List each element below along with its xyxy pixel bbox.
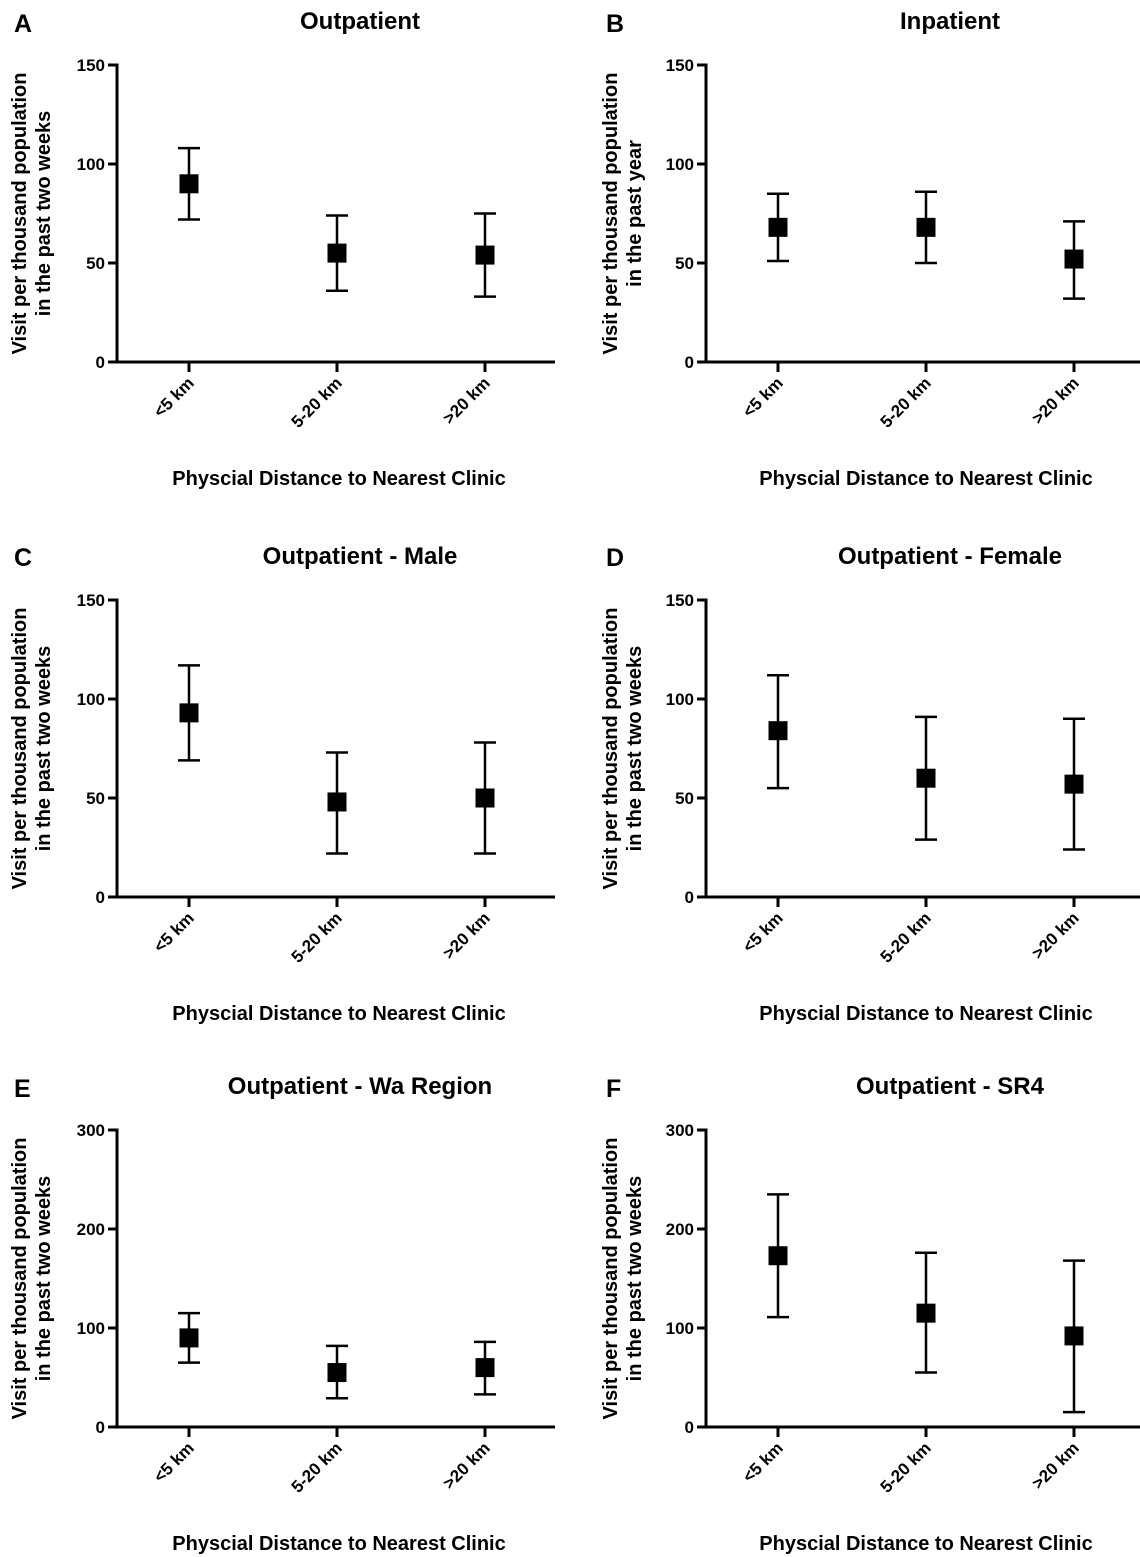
y-tick-label: 0 [685, 888, 694, 907]
data-point [327, 792, 347, 812]
y-tick-label: 0 [96, 1418, 105, 1437]
y-axis-label: in the past two weeks [624, 1176, 646, 1382]
y-tick-label: 200 [77, 1220, 105, 1239]
data-point [475, 1358, 495, 1378]
x-axis-label: Physcial Distance to Nearest Clinic [759, 468, 1092, 490]
y-axis-label: Visit per thousand population [600, 73, 622, 355]
x-tick-label: <5 km [739, 373, 787, 421]
y-axis-label: Visit per thousand population [9, 1138, 31, 1420]
panel-b: B Inpatient 0 50 100 150 <5 km 5-20 km >20 km Phy… [600, 8, 1140, 490]
x-tick-label: 5-20 km [877, 908, 935, 966]
y-tick-label: 100 [77, 155, 105, 174]
x-tick-label: >20 km [1028, 1438, 1083, 1493]
data-point [475, 788, 495, 808]
y-axis-label: in the past year [624, 140, 646, 287]
y-tick-label: 100 [77, 690, 105, 709]
panel-f: F Outpatient - SR4 0 100 200 300 <5 km 5-20 km >… [600, 1073, 1140, 1555]
data-point [1064, 1326, 1084, 1346]
y-axis-label: in the past two weeks [624, 646, 646, 852]
y-tick-label: 100 [666, 690, 694, 709]
data-point [327, 243, 347, 263]
y-axis-label: Visit per thousand population [600, 608, 622, 890]
y-axis-label: in the past two weeks [33, 111, 55, 317]
x-tick-label: <5 km [150, 908, 198, 956]
y-tick-label: 100 [666, 1319, 694, 1338]
x-tick-label: >20 km [1028, 908, 1083, 963]
chart-title: Outpatient - Male [263, 543, 458, 570]
data-point [327, 1363, 347, 1383]
panel-d: D Outpatient - Female 0 50 100 150 <5 km 5-20 k… [600, 543, 1140, 1025]
y-tick-label: 0 [685, 1418, 694, 1437]
y-tick-label: 100 [666, 155, 694, 174]
y-axis-label: Visit per thousand population [9, 608, 31, 890]
data-point [179, 174, 199, 194]
panel-letter: A [14, 10, 32, 38]
data-point [179, 1328, 199, 1348]
data-point [475, 245, 495, 265]
y-tick-label: 150 [666, 591, 694, 610]
x-tick-label: 5-20 km [877, 373, 935, 431]
y-tick-label: 150 [666, 56, 694, 75]
y-axis-label: in the past two weeks [33, 646, 55, 852]
chart-title: Outpatient [300, 8, 420, 35]
panel-letter: C [14, 544, 32, 572]
x-axis-label: Physcial Distance to Nearest Clinic [172, 1533, 505, 1555]
data-point [179, 703, 199, 723]
y-tick-label: 150 [77, 591, 105, 610]
x-axis-label: Physcial Distance to Nearest Clinic [172, 468, 505, 490]
panel-letter: F [606, 1075, 621, 1103]
x-tick-label: 5-20 km [288, 908, 346, 966]
y-tick-label: 50 [675, 254, 694, 273]
x-tick-label: 5-20 km [288, 373, 346, 431]
data-point [1064, 774, 1084, 794]
data-point [916, 768, 936, 788]
x-tick-label: >20 km [439, 908, 494, 963]
panel-letter: E [14, 1075, 31, 1103]
y-tick-label: 0 [96, 888, 105, 907]
panel-c: C Outpatient - Male 0 50 100 150 <5 km 5-20 km >… [9, 543, 555, 1025]
panel-letter: D [606, 544, 624, 572]
x-tick-label: >20 km [1028, 373, 1083, 428]
x-tick-label: <5 km [739, 908, 787, 956]
panel-e: E Outpatient - Wa Region 0 100 200 300 <5 km 5-… [9, 1073, 555, 1555]
chart-title: Outpatient - SR4 [856, 1073, 1045, 1100]
x-tick-label: 5-20 km [288, 1438, 346, 1496]
y-tick-label: 0 [685, 353, 694, 372]
y-tick-label: 50 [86, 254, 105, 273]
y-tick-label: 300 [77, 1121, 105, 1140]
data-point [768, 217, 788, 237]
y-axis-label: in the past two weeks [33, 1176, 55, 1382]
data-point [916, 217, 936, 237]
chart-title: Outpatient - Wa Region [228, 1073, 492, 1100]
x-tick-label: <5 km [150, 1438, 198, 1486]
x-tick-label: <5 km [150, 373, 198, 421]
data-point [768, 721, 788, 741]
data-point [768, 1246, 788, 1266]
y-tick-label: 0 [96, 353, 105, 372]
x-tick-label: 5-20 km [877, 1438, 935, 1496]
x-tick-label: >20 km [439, 373, 494, 428]
y-tick-label: 100 [77, 1319, 105, 1338]
x-tick-label: <5 km [739, 1438, 787, 1486]
chart-title: Inpatient [900, 8, 1000, 35]
y-tick-label: 150 [77, 56, 105, 75]
x-axis-label: Physcial Distance to Nearest Clinic [759, 1003, 1092, 1025]
chart-title: Outpatient - Female [838, 543, 1062, 570]
data-point [916, 1303, 936, 1323]
panel-a: A Outpatient 0 50 100 150 <5 km 5-20 km >20 km Ph… [9, 8, 555, 490]
y-axis-label: Visit per thousand population [600, 1138, 622, 1420]
panel-letter: B [606, 10, 624, 38]
y-axis-label: Visit per thousand population [9, 73, 31, 355]
y-tick-label: 50 [675, 789, 694, 808]
y-tick-label: 200 [666, 1220, 694, 1239]
x-axis-label: Physcial Distance to Nearest Clinic [172, 1003, 505, 1025]
y-tick-label: 300 [666, 1121, 694, 1140]
x-axis-label: Physcial Distance to Nearest Clinic [759, 1533, 1092, 1555]
data-point [1064, 249, 1084, 269]
y-tick-label: 50 [86, 789, 105, 808]
x-tick-label: >20 km [439, 1438, 494, 1493]
